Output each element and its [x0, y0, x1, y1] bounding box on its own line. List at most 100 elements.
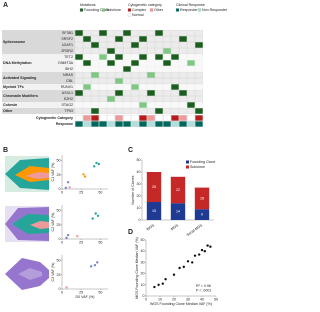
annotation-cell: [99, 121, 107, 127]
y-axis-label: MGS Founding Clone Median VAF (%): [135, 237, 139, 299]
heat-cell: [155, 54, 163, 60]
heat-cell: [187, 108, 195, 114]
point: [200, 248, 204, 252]
annotation-cell: [83, 115, 91, 121]
heat-cell: [195, 96, 203, 102]
heat-cell: [139, 102, 147, 108]
heat-cell: [91, 30, 99, 36]
annotation-cell: [75, 115, 83, 121]
heat-cell: [99, 48, 107, 54]
heat-cell: [75, 60, 83, 66]
x-axis-label: WGS Founding Clone Median VAF (%): [150, 302, 212, 306]
annotation-cell: [91, 121, 99, 127]
heat-cell: [155, 60, 163, 66]
heat-cell: [115, 36, 123, 42]
heat-cell: [131, 42, 139, 48]
heat-cell: [195, 66, 203, 72]
x-tick-label: 10: [158, 297, 162, 301]
heat-cell: [75, 84, 83, 90]
x-tick-label: 0: [145, 297, 147, 301]
heat-cell: [147, 78, 155, 84]
legend-swatch: [175, 8, 180, 12]
heat-cell: [91, 78, 99, 84]
heat-cell: [115, 102, 123, 108]
fish-clone: [18, 268, 42, 280]
heat-cell: [187, 36, 195, 42]
heat-cell: [107, 30, 115, 36]
bar-value: 25: [152, 185, 156, 189]
heat-cell: [179, 36, 187, 42]
heat-cell: [187, 90, 195, 96]
heat-cell: [179, 48, 187, 54]
heat-cell: [107, 108, 115, 114]
heat-cell: [171, 48, 179, 54]
heat-cell: [123, 90, 131, 96]
heat-cell: [155, 66, 163, 72]
point: [83, 175, 87, 178]
heat-cell: [163, 90, 171, 96]
heat-cell: [195, 78, 203, 84]
y-tick-label: 0: [59, 287, 61, 291]
annotation-cell: [155, 121, 163, 127]
heat-cell: [163, 54, 171, 60]
y-tick-label: 0: [59, 237, 61, 241]
heat-cell: [123, 36, 131, 42]
heat-cell: [99, 54, 107, 60]
point: [178, 266, 181, 270]
heat-cell: [171, 102, 179, 108]
heat-cell: [163, 48, 171, 54]
x-tick-label: 50: [98, 190, 102, 194]
heat-cell: [139, 84, 147, 90]
heat-cell: [171, 30, 179, 36]
heat-cell: [91, 42, 99, 48]
heat-cell: [155, 48, 163, 54]
annotation-cell: [147, 115, 155, 121]
heat-cell: [195, 108, 203, 114]
heat-cell: [179, 30, 187, 36]
annotation-cell: [91, 115, 99, 121]
fish-clone: [30, 221, 49, 229]
heat-cell: [179, 66, 187, 72]
row-label: STAG2: [61, 103, 73, 107]
y-tick-label: 25: [57, 223, 61, 227]
point: [157, 283, 160, 286]
point: [209, 245, 212, 248]
heat-cell: [187, 30, 195, 36]
heat-cell: [123, 84, 131, 90]
heat-cell: [171, 96, 179, 102]
heat-cell: [131, 30, 139, 36]
heat-cell: [187, 54, 195, 60]
bar: [170, 203, 186, 220]
heat-cell: [179, 84, 187, 90]
heat-cell: [123, 60, 131, 66]
heat-cell: [83, 36, 91, 42]
heat-cell: [123, 96, 131, 102]
heat-cell: [195, 90, 203, 96]
heat-cell: [123, 108, 131, 114]
annotation-cell: [179, 115, 187, 121]
heat-cell: [83, 66, 91, 72]
heat-cell: [75, 30, 83, 36]
heat-cell: [107, 54, 115, 60]
point: [96, 261, 99, 264]
heat-cell: [131, 48, 139, 54]
heat-cell: [115, 72, 123, 78]
group-label: Spliceosome: [3, 40, 25, 44]
heat-cell: [179, 90, 187, 96]
heat-cell: [179, 108, 187, 114]
y-axis-label: Number of Clones: [131, 175, 135, 204]
heat-cell: [107, 90, 115, 96]
panel-label: C: [128, 147, 133, 154]
heat-cell: [139, 72, 147, 78]
heat-cell: [123, 102, 131, 108]
point: [203, 250, 206, 253]
heat-cell: [107, 72, 115, 78]
heat-cell: [163, 60, 171, 66]
heat-cell: [171, 54, 179, 60]
bar: [146, 172, 162, 202]
y-tick-label: 0: [143, 294, 145, 298]
y-tick-label: 0: [59, 187, 61, 191]
annotation-cell: [107, 115, 115, 121]
row-label: Response: [56, 122, 73, 126]
heat-cell: [83, 90, 91, 96]
